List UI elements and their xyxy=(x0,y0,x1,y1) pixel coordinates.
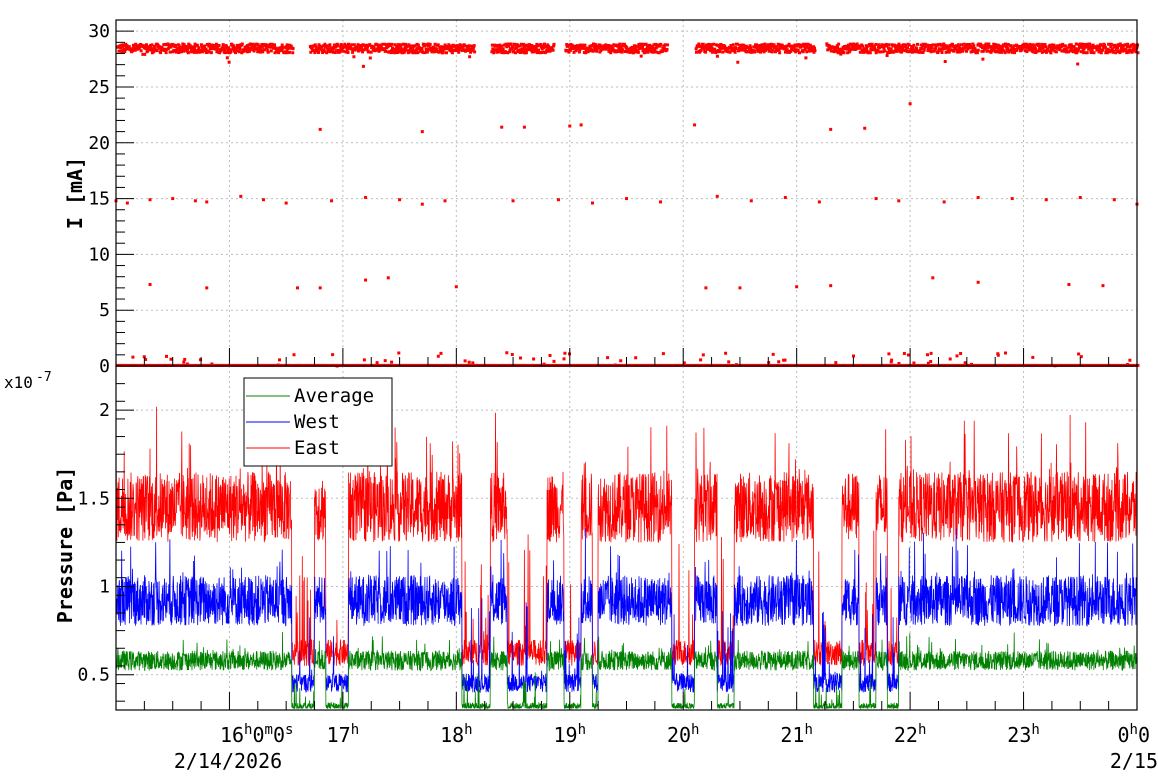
current-point xyxy=(976,195,980,199)
xtick-label: 22h xyxy=(894,722,927,747)
exponent-label: x10 -7 xyxy=(4,370,52,392)
xtick-label-16: 16h0m0s xyxy=(220,722,294,747)
current-point xyxy=(1010,197,1014,201)
current-point xyxy=(261,198,265,202)
current-point xyxy=(500,125,504,129)
svg-text:x10: x10 xyxy=(4,373,33,392)
chart-legend: Average West East xyxy=(243,377,393,467)
current-ytick-label: 5 xyxy=(99,300,110,321)
pressure-series-east xyxy=(115,406,1138,666)
current-axis-title: I [mA] xyxy=(63,157,87,229)
current-point xyxy=(420,130,424,134)
svg-text:-7: -7 xyxy=(36,370,52,385)
current-ytick-label: 30 xyxy=(88,21,110,42)
current-point xyxy=(829,127,833,131)
current-ytick-label: 20 xyxy=(88,133,110,154)
current-point xyxy=(318,286,322,290)
current-point xyxy=(1044,198,1048,202)
current-point xyxy=(1101,284,1105,288)
pressure-series-average xyxy=(115,631,1138,710)
current-point xyxy=(659,200,663,204)
current-main-dots xyxy=(116,42,1140,68)
current-point xyxy=(420,202,424,206)
current-point xyxy=(193,199,197,203)
xtick-label: 18h xyxy=(440,722,473,747)
xtick-label: 20h xyxy=(667,722,700,747)
current-point xyxy=(1067,283,1071,287)
date-end-label: 2/15 xyxy=(1110,749,1158,773)
xtick-label: 21h xyxy=(780,722,813,747)
current-point xyxy=(829,284,833,288)
pressure-xtick-labels: 16h0m0s 17h 18h 19h 20h 21h 22h 23h 0h0 xyxy=(220,722,1150,747)
xtick-label: 0h0 xyxy=(1117,722,1150,747)
current-point xyxy=(625,197,628,201)
current-point xyxy=(1112,198,1116,202)
current-point xyxy=(693,123,697,127)
current-ytick-label: 15 xyxy=(88,189,110,210)
current-point xyxy=(556,198,560,202)
xtick-label: 23h xyxy=(1007,722,1040,747)
current-point xyxy=(284,201,288,205)
current-panel: 0 5 10 15 20 25 30 xyxy=(88,19,1140,377)
legend-west-label: West xyxy=(294,411,340,433)
pressure-ytick-label: 0.5 xyxy=(77,665,110,686)
current-point xyxy=(522,125,526,129)
date-labels: 2/14/2026 2/15 xyxy=(174,749,1158,773)
pressure-ytick-label: 1.5 xyxy=(77,488,110,509)
current-point xyxy=(942,200,946,204)
current-plot-frame xyxy=(115,19,1138,367)
current-ytick-label: 25 xyxy=(88,77,110,98)
current-point xyxy=(386,276,390,280)
current-point xyxy=(897,199,901,203)
current-ytick-label: 0 xyxy=(99,356,110,377)
current-point xyxy=(296,286,300,290)
current-point xyxy=(1078,195,1082,199)
current-point xyxy=(579,123,583,127)
current-point xyxy=(874,197,878,201)
pressure-ytick-label: 1 xyxy=(99,577,110,598)
current-point xyxy=(704,286,708,290)
current-main-series xyxy=(116,42,1140,68)
current-point xyxy=(863,126,867,130)
current-point xyxy=(783,195,787,199)
pressure-ytick-label: 2 xyxy=(99,400,110,421)
legend-east-label: East xyxy=(294,437,340,459)
current-point xyxy=(738,286,742,290)
pressure-panel: 0.5 1 1.5 2 16h0m0s 17h 18h 19h 20h 21h 22h 23h 0h0 xyxy=(77,365,1150,747)
current-point xyxy=(454,285,458,289)
current-point xyxy=(817,200,821,204)
current-ytick-label: 10 xyxy=(88,244,110,265)
current-point xyxy=(364,195,368,199)
current-point xyxy=(443,199,447,203)
current-point xyxy=(148,198,152,202)
current-point xyxy=(364,278,368,282)
current-point xyxy=(976,280,980,284)
current-point xyxy=(318,127,322,131)
pressure-axis-title: Pressure [Pa] xyxy=(53,467,77,624)
current-point xyxy=(749,199,753,203)
current-point xyxy=(511,199,515,203)
xtick-label: 17h xyxy=(327,722,360,747)
legend-average-label: Average xyxy=(294,385,374,407)
current-point xyxy=(330,199,334,203)
current-point xyxy=(205,200,209,204)
current-point xyxy=(239,194,243,198)
current-point xyxy=(148,283,152,287)
current-point xyxy=(931,276,935,280)
current-point xyxy=(715,194,719,198)
pressure-series-west xyxy=(115,528,1138,694)
current-point xyxy=(908,102,912,106)
date-start-label: 2/14/2026 xyxy=(174,749,282,773)
current-point xyxy=(590,201,594,205)
current-point xyxy=(125,201,129,205)
current-point xyxy=(398,198,402,202)
current-point xyxy=(568,124,572,128)
current-point xyxy=(171,197,175,201)
current-zero-series xyxy=(116,351,1140,368)
xtick-label: 19h xyxy=(554,722,587,747)
current-point xyxy=(205,286,209,290)
current-point xyxy=(795,285,799,289)
